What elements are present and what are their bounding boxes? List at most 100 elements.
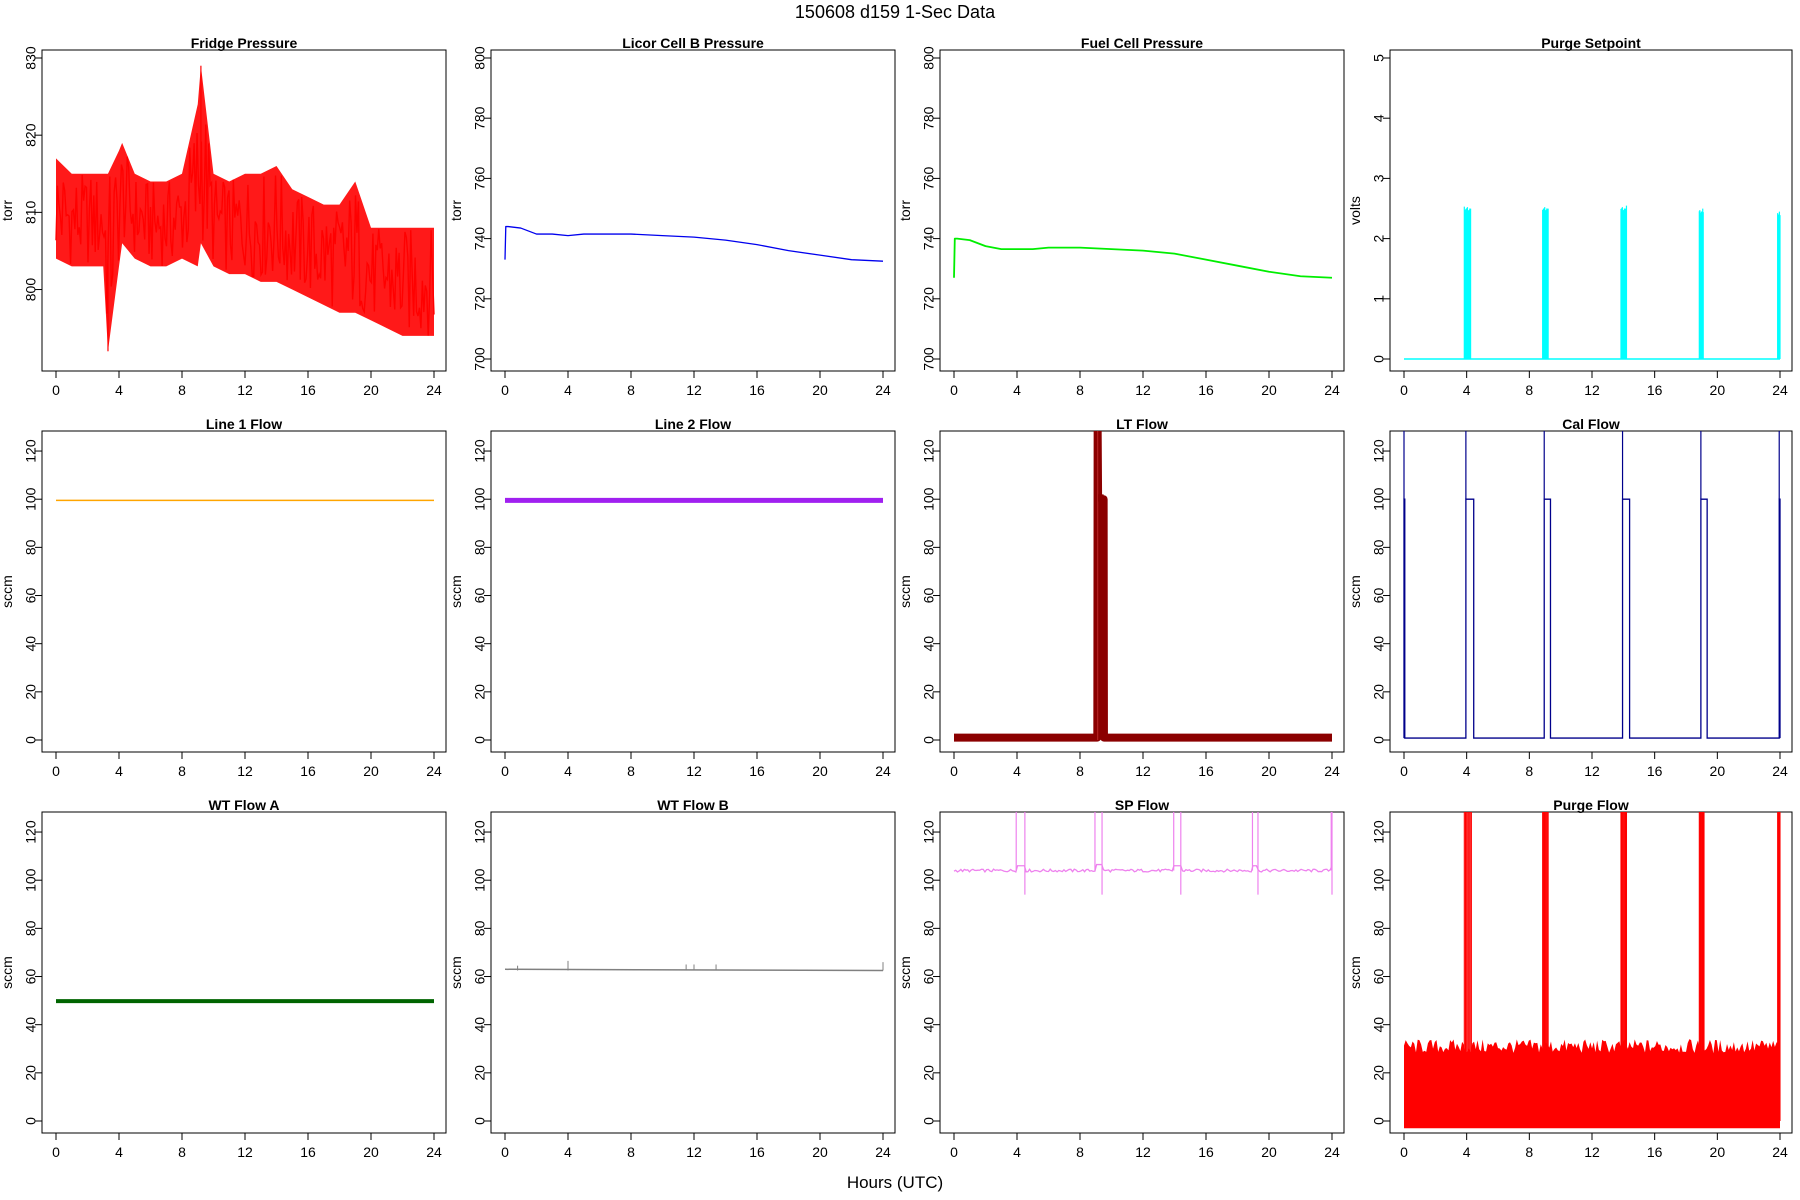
y-tick-label: 20 [472, 684, 488, 700]
x-tick-label: 24 [875, 1144, 891, 1160]
y-tick-label: 830 [23, 46, 39, 70]
plot-frame [41, 430, 447, 753]
series-group [55, 65, 435, 352]
x-tick-label: 16 [1647, 1144, 1663, 1160]
plot-frame [41, 811, 447, 1134]
figure-title: 150608 d159 1-Sec Data [795, 2, 996, 22]
x-tick-label: 8 [1525, 1144, 1533, 1160]
x-tick-label: 16 [300, 382, 316, 398]
y-tick-label: 60 [472, 588, 488, 604]
x-tick-label: 4 [564, 1144, 572, 1160]
x-tick-label: 20 [363, 1144, 379, 1160]
panel-title: LT Flow [1116, 416, 1168, 432]
x-tick-label: 20 [1261, 382, 1277, 398]
series-group [1403, 431, 1781, 739]
y-tick-label: 820 [23, 123, 39, 147]
y-tick-label: 60 [23, 588, 39, 604]
x-tick-label: 24 [1772, 382, 1788, 398]
x-tick-label: 4 [115, 1144, 123, 1160]
y-tick-label: 100 [23, 868, 39, 892]
x-tick-label: 16 [1198, 763, 1214, 779]
series-group [954, 431, 1332, 742]
x-tick-label: 0 [52, 763, 60, 779]
x-tick-label: 24 [426, 1144, 442, 1160]
x-tick-label: 12 [1584, 1144, 1600, 1160]
sp-flow-line [953, 863, 1333, 874]
panel-cal-flow: Cal Flow 0 4 8 12 16 20 24 0 20 40 60 80 100 120 sccm [1347, 416, 1793, 779]
panel-wt-flow-a: WT Flow A 0 4 8 12 16 20 24 0 20 40 60 80 100 120 sccm [0, 797, 447, 1160]
y-tick-label: 120 [1371, 439, 1387, 463]
x-tick-label: 4 [1013, 1144, 1021, 1160]
x-tick-label: 8 [627, 763, 635, 779]
y-tick-label: 0 [23, 736, 39, 744]
x-tick-label: 0 [1400, 382, 1408, 398]
panel-title: SP Flow [1115, 797, 1169, 813]
plot-frame [939, 49, 1345, 372]
x-tick-label: 16 [1647, 382, 1663, 398]
x-tick-label: 12 [686, 1144, 702, 1160]
x-tick-label: 24 [1324, 763, 1340, 779]
x-tick-label: 4 [1463, 382, 1471, 398]
panel-licor-cell-b-pressure: Licor Cell B Pressure 0 4 8 12 16 20 24 700 720 74… [448, 35, 896, 398]
y-tick-label: 120 [921, 439, 937, 463]
y-axis-label: volts [1347, 196, 1363, 225]
cal-flow-line [1403, 498, 1781, 739]
x-tick-label: 0 [950, 1144, 958, 1160]
panel-purge-flow: Purge Flow 0 4 8 12 16 20 24 0 20 40 60 80 100 120 sccm [1347, 797, 1793, 1160]
x-tick-label: 8 [1525, 763, 1533, 779]
y-tick-label: 20 [1371, 684, 1387, 700]
x-tick-label: 24 [426, 382, 442, 398]
y-tick-label: 80 [1371, 539, 1387, 555]
plot-frame [490, 49, 896, 372]
purge-setpoint-spike [1463, 206, 1472, 359]
y-tick-label: 40 [1371, 1017, 1387, 1033]
panel-title: Line 2 Flow [655, 416, 731, 432]
x-tick-label: 4 [1013, 382, 1021, 398]
x-tick-label: 0 [52, 1144, 60, 1160]
y-tick-label: 800 [23, 278, 39, 302]
x-tick-label: 0 [52, 382, 60, 398]
x-tick-label: 20 [363, 763, 379, 779]
y-tick-label: 700 [921, 347, 937, 371]
y-tick-label: 0 [472, 736, 488, 744]
purge-setpoint-spike [1620, 205, 1628, 359]
y-tick-label: 5 [1371, 54, 1387, 62]
y-tick-label: 120 [23, 820, 39, 844]
x-tick-label: 24 [1772, 763, 1788, 779]
y-tick-label: 0 [921, 1117, 937, 1125]
x-tick-label: 12 [686, 763, 702, 779]
y-axis-label: sccm [0, 575, 15, 608]
y-tick-label: 80 [472, 539, 488, 555]
x-tick-label: 16 [749, 382, 765, 398]
x-tick-label: 20 [1261, 763, 1277, 779]
x-tick-label: 12 [1135, 1144, 1151, 1160]
y-tick-label: 800 [921, 46, 937, 70]
panel-fuel-cell-pressure: Fuel Cell Pressure 0 4 8 12 16 20 24 700 720 740 76… [897, 35, 1345, 398]
series-group [953, 237, 1333, 279]
y-tick-label: 60 [472, 969, 488, 985]
y-tick-label: 740 [921, 227, 937, 251]
panel-sp-flow: SP Flow 0 4 8 12 16 20 24 0 20 40 60 80 100 120 sccm [897, 797, 1345, 1160]
y-tick-label: 80 [23, 920, 39, 936]
x-tick-label: 8 [1076, 1144, 1084, 1160]
panel-fridge-pressure: Fridge Pressure 0 4 8 12 16 20 24 800 810 820 830 to… [0, 35, 447, 398]
x-tick-label: 12 [686, 382, 702, 398]
x-tick-label: 4 [564, 763, 572, 779]
x-tick-label: 20 [1261, 1144, 1277, 1160]
y-tick-label: 0 [1371, 736, 1387, 744]
x-tick-label: 0 [1400, 763, 1408, 779]
x-tick-label: 8 [1076, 763, 1084, 779]
panel-title: Cal Flow [1562, 416, 1620, 432]
fuel-cell-pressure-line [953, 237, 1333, 279]
y-tick-label: 40 [921, 1017, 937, 1033]
y-tick-label: 40 [472, 1017, 488, 1033]
y-axis-label: sccm [1347, 956, 1363, 989]
y-tick-label: 740 [472, 227, 488, 251]
y-tick-label: 4 [1371, 114, 1387, 122]
x-tick-label: 12 [1584, 763, 1600, 779]
y-axis-label: sccm [1347, 575, 1363, 608]
fridge-pressure-envelope [56, 65, 434, 352]
x-tick-label: 0 [501, 1144, 509, 1160]
x-tick-label: 8 [178, 1144, 186, 1160]
x-tick-label: 0 [501, 763, 509, 779]
